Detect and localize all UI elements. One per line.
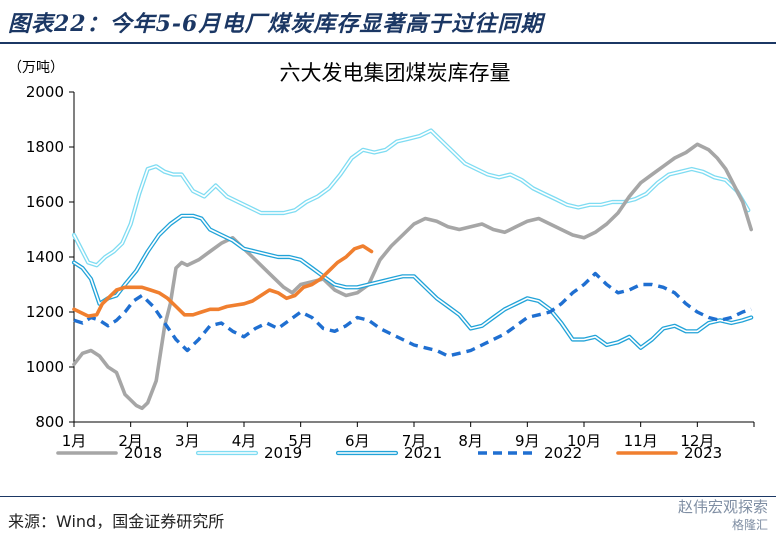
watermark: 赵伟宏观探索 格隆汇: [678, 498, 768, 534]
series-2018-line: [72, 142, 753, 411]
x-tick-label: 3月: [175, 432, 200, 450]
y-tick-label: 1400: [26, 248, 64, 266]
y-tick-label: 1200: [26, 303, 64, 321]
x-tick-label: 9月: [515, 432, 540, 450]
y-tick-label: 1800: [26, 138, 64, 156]
legend-label: 2023: [684, 444, 722, 462]
title-rule: [0, 42, 776, 44]
series-2018: [72, 142, 753, 411]
y-tick-label: 1000: [26, 358, 64, 376]
x-tick-label: 11月: [624, 432, 658, 450]
legend-item-2022: 2022: [478, 444, 582, 462]
x-tick-label: 6月: [345, 432, 370, 450]
series-2022-line: [73, 271, 752, 358]
legend-item-2019: 2019: [195, 444, 302, 462]
x-tick-label: 12月: [680, 432, 714, 450]
footer-rule: [0, 496, 776, 497]
watermark-line2: 格隆汇: [731, 518, 768, 532]
series-2021: [71, 213, 754, 350]
series-2021-inner: [73, 215, 752, 349]
series-layer: [71, 128, 754, 411]
x-tick-label: 2月: [118, 432, 143, 450]
x-tick-label: 8月: [458, 432, 483, 450]
legend-label: 2019: [264, 444, 302, 462]
series-2023-line: [72, 244, 374, 318]
figure-title: 图表22：今年5-6月电厂煤炭库存显著高于过往同期: [8, 11, 544, 37]
series-2019-inner: [73, 129, 750, 267]
watermark-line1: 赵伟宏观探索: [677, 498, 768, 516]
axes-group: 800 1000 1200 1400 1600 1800 2000 1月 2月 3月 4月 5月 6月 7…: [26, 83, 755, 450]
legend: 2018 2019 2021 2022 2023: [56, 444, 722, 462]
source-note: 来源：Wind，国金证券研究所: [8, 512, 225, 531]
series-2019: [71, 128, 751, 268]
y-tick-label: 2000: [26, 83, 64, 101]
series-2022: [73, 271, 752, 358]
y-unit-label: （万吨）: [8, 60, 64, 76]
series-2023: [72, 244, 374, 318]
x-tick-label: 5月: [288, 432, 313, 450]
series-2019-outline: [71, 128, 751, 268]
x-tick-label: 10月: [567, 432, 601, 450]
x-tick-label: 4月: [232, 432, 257, 450]
x-tick-label: 1月: [62, 432, 87, 450]
legend-label: 2021: [404, 444, 442, 462]
legend-item-2023: 2023: [616, 444, 722, 462]
legend-label: 2022: [544, 444, 582, 462]
legend-item-2018: 2018: [56, 444, 162, 462]
y-tick-label: 800: [35, 413, 64, 431]
y-tick-label: 1600: [26, 193, 64, 211]
x-tick-label: 7月: [402, 432, 427, 450]
chart-canvas: 六大发电集团煤炭库存量 （万吨） 800 1000 1200 1400 1600 1800…: [8, 60, 755, 462]
legend-label: 2018: [124, 444, 162, 462]
legend-item-2021: 2021: [335, 444, 442, 462]
chart-title: 六大发电集团煤炭库存量: [280, 61, 511, 85]
